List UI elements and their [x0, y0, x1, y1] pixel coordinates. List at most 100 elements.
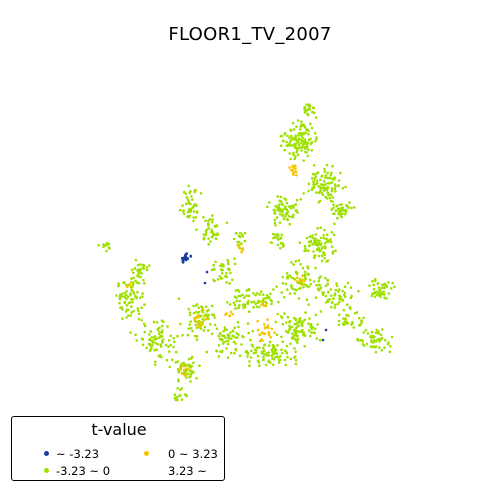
- data-point-neg: [344, 321, 348, 325]
- data-point-pos: [291, 164, 295, 168]
- data-point-neg: [373, 277, 377, 281]
- data-point-neg: [303, 318, 307, 322]
- data-point-neg: [227, 260, 230, 264]
- data-point-pos: [263, 327, 267, 330]
- data-point-neg: [312, 331, 315, 334]
- data-point-neg: [185, 376, 188, 379]
- data-point-neg: [383, 286, 387, 290]
- data-point-neg: [389, 344, 392, 348]
- data-point-neg: [296, 338, 300, 342]
- data-point-neg: [186, 198, 190, 202]
- data-point-neg: [383, 282, 387, 286]
- data-point-neg: [352, 326, 356, 329]
- data-point-neg: [192, 219, 195, 223]
- data-point-neg: [279, 144, 283, 147]
- data-point-neg: [288, 141, 292, 144]
- data-point-neg: [301, 320, 305, 323]
- data-point-neg: [285, 140, 288, 144]
- data-point-neg: [294, 359, 298, 362]
- data-point-neg: [187, 200, 191, 204]
- data-point-neg: [197, 306, 201, 310]
- data-point-neg: [254, 293, 257, 297]
- data-point-neg: [328, 176, 332, 180]
- data-point-neg: [117, 283, 121, 287]
- data-point-neg: [286, 144, 289, 148]
- data-point-neg: [329, 199, 333, 203]
- data-point-neg: [291, 332, 294, 336]
- data-point-neg: [187, 184, 190, 188]
- data-point-neg: [322, 291, 326, 295]
- data-point-neg: [329, 294, 333, 298]
- data-point-neg: [372, 335, 375, 338]
- data-point-neg: [262, 297, 266, 300]
- data-point-neg: [211, 230, 214, 233]
- data-point-neg: [275, 333, 279, 337]
- data-point-neg: [149, 339, 152, 342]
- data-point-neg: [344, 208, 348, 212]
- data-point-pos: [295, 173, 298, 177]
- data-point-neg: [338, 297, 341, 300]
- data-point-neg: [291, 121, 295, 125]
- data-point-neg: [153, 360, 157, 364]
- data-point-neg: [299, 198, 303, 201]
- data-point-neg: [247, 294, 251, 298]
- data-point-neg: [312, 250, 315, 253]
- data-point-pos: [130, 280, 133, 284]
- data-point-neg: [326, 240, 330, 243]
- data-point-neg: [325, 233, 329, 236]
- legend-label-neg: -3.23 ~ 0: [56, 464, 111, 478]
- data-point-neg: [258, 300, 262, 303]
- data-point-neg: [304, 247, 307, 250]
- data-point-neg: [318, 249, 321, 253]
- data-point-pos: [266, 325, 269, 329]
- data-point-neg: [249, 338, 252, 342]
- data-point-neg: [267, 360, 270, 364]
- data-point-neg: [322, 237, 326, 240]
- data-point-neg: [326, 171, 330, 175]
- data-point-neg: [155, 348, 158, 351]
- data-point-neg: [272, 288, 275, 291]
- data-point-pos: [228, 314, 231, 317]
- data-point-neg: [294, 145, 298, 148]
- legend-label-pos-strong: 3.23 ~: [168, 464, 207, 478]
- data-point-neg: [161, 341, 164, 344]
- data-point-neg: [281, 281, 285, 285]
- data-point-neg: [376, 290, 379, 294]
- data-point-neg: [276, 195, 280, 198]
- data-point-neg: [377, 330, 380, 333]
- data-point-neg: [226, 339, 230, 343]
- data-point-neg: [294, 318, 298, 322]
- data-point-neg: [232, 237, 236, 241]
- data-point-neg: [185, 394, 188, 398]
- data-point-neg: [167, 345, 170, 348]
- data-point-neg: [140, 319, 144, 322]
- data-point-neg: [283, 215, 287, 218]
- data-point-neg: [324, 276, 327, 280]
- data-point-neg: [267, 351, 271, 354]
- data-point-neg: [160, 319, 164, 323]
- data-point-neg: [288, 326, 292, 330]
- data-point-neg: [251, 329, 254, 333]
- data-point-neg: [195, 310, 198, 314]
- data-point-neg: [350, 206, 353, 210]
- data-point-neg: [313, 173, 317, 176]
- data-point-neg: [326, 185, 330, 189]
- data-point-neg: [345, 313, 348, 317]
- data-point-neg: [136, 269, 139, 272]
- data-point-neg: [207, 219, 210, 222]
- data-point-neg: [187, 363, 190, 367]
- data-point-neg: [188, 311, 192, 314]
- data-point-neg: [299, 263, 302, 266]
- data-point-neg: [213, 224, 217, 228]
- data-point-neg: [284, 198, 288, 201]
- data-point-neg: [220, 334, 224, 338]
- data-point-neg: [166, 325, 169, 328]
- data-point-neg: [347, 314, 350, 318]
- data-point-neg: [380, 349, 384, 352]
- data-point-neg: [314, 239, 318, 243]
- data-point-neg: [389, 287, 393, 290]
- data-point-neg: [125, 316, 128, 319]
- data-point-neg: [303, 142, 307, 145]
